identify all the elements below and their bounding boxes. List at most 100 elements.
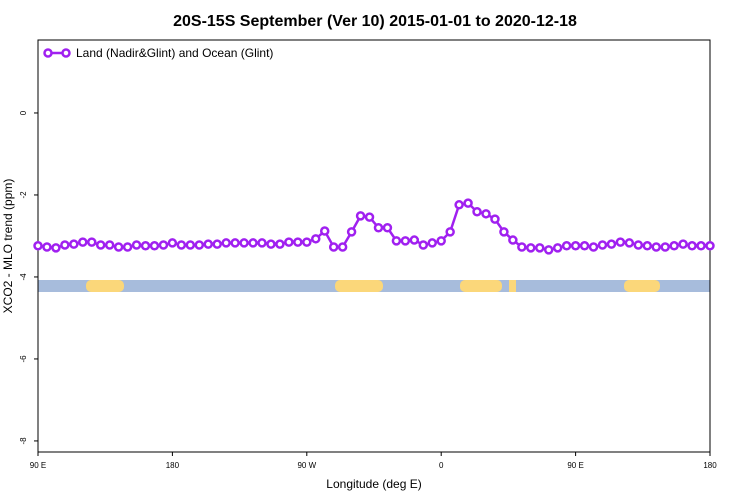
- data-point: [185, 240, 196, 250]
- data-point: [302, 237, 312, 247]
- data-point: [158, 240, 169, 250]
- data-point: [633, 240, 644, 250]
- data-point: [42, 242, 52, 252]
- data-point: [248, 238, 258, 248]
- data-point: [445, 227, 455, 237]
- x-axis-label: Longitude (deg E): [326, 477, 421, 491]
- data-point: [499, 227, 509, 237]
- data-point: [149, 241, 160, 251]
- data-point: [508, 235, 518, 245]
- data-point: [221, 238, 231, 248]
- data-point: [257, 238, 267, 248]
- data-point: [203, 239, 213, 249]
- data-point: [552, 243, 563, 253]
- data-point: [355, 211, 366, 221]
- surface-band: [38, 280, 710, 292]
- data-point: [69, 239, 79, 249]
- data-point: [131, 240, 142, 250]
- data-point: [311, 234, 321, 244]
- data-point: [606, 239, 617, 249]
- data-point: [400, 236, 411, 246]
- data-point: [687, 241, 697, 251]
- data-point: [266, 239, 276, 249]
- data-point: [597, 240, 608, 250]
- data-point: [669, 241, 679, 251]
- y-tick-label: -4: [19, 273, 28, 281]
- data-point: [51, 243, 61, 253]
- land-band: [509, 280, 516, 292]
- data-point: [95, 240, 106, 250]
- y-tick-label: -2: [19, 191, 28, 199]
- data-point: [481, 209, 491, 219]
- data-point: [167, 238, 178, 248]
- y-axis-label: XCO2 - MLO trend (ppm): [1, 179, 15, 314]
- data-point: [78, 237, 88, 247]
- data-point: [293, 237, 303, 247]
- x-tick-label: 0: [439, 461, 444, 470]
- data-point: [436, 236, 446, 246]
- data-point: [535, 243, 545, 253]
- data-point: [337, 242, 348, 252]
- data-point: [194, 240, 205, 250]
- x-tick-label: 90 W: [297, 461, 316, 470]
- data-point: [463, 198, 473, 208]
- data-point: [382, 223, 393, 233]
- data-point: [642, 241, 653, 251]
- x-tick-label: 90 E: [30, 461, 46, 470]
- data-point: [624, 238, 635, 248]
- x-tick-label: 180: [166, 461, 180, 470]
- data-point: [418, 240, 429, 250]
- data-point: [660, 242, 670, 252]
- data-point: [543, 245, 554, 255]
- data-point: [588, 242, 599, 252]
- data-point: [651, 242, 661, 252]
- data-point: [230, 238, 240, 248]
- data-point: [275, 239, 285, 249]
- data-point: [60, 240, 70, 250]
- data-point: [319, 226, 330, 236]
- y-tick-label: -6: [19, 355, 28, 363]
- data-point: [391, 236, 402, 246]
- data-point: [696, 241, 706, 251]
- data-point: [472, 207, 482, 217]
- data-point: [454, 200, 464, 210]
- data-point: [678, 239, 688, 249]
- y-tick-label: -8: [19, 437, 28, 445]
- data-point: [33, 241, 43, 251]
- legend-marker: [43, 48, 53, 58]
- data-point: [140, 241, 151, 251]
- data-point: [104, 240, 115, 250]
- data-point: [239, 238, 249, 248]
- data-point: [517, 242, 527, 252]
- data-point: [579, 241, 590, 251]
- data-point: [113, 242, 124, 252]
- data-point: [346, 227, 357, 237]
- data-point: [122, 242, 133, 252]
- land-band: [335, 280, 383, 292]
- data-point: [427, 238, 437, 248]
- land-band: [460, 280, 502, 292]
- data-point: [212, 239, 222, 249]
- data-point: [490, 214, 500, 224]
- data-point: [373, 223, 384, 233]
- data-point: [615, 237, 626, 247]
- data-point: [526, 243, 536, 253]
- land-band: [86, 280, 124, 292]
- data-point: [570, 241, 581, 251]
- legend-label: Land (Nadir&Glint) and Ocean (Glint): [76, 46, 273, 60]
- y-tick-label: 0: [19, 110, 28, 115]
- land-band: [624, 280, 660, 292]
- data-point: [328, 242, 339, 252]
- legend-marker: [61, 48, 71, 58]
- chart-title: 20S-15S September (Ver 10) 2015-01-01 to…: [173, 13, 577, 30]
- x-tick-label: 180: [703, 461, 717, 470]
- data-point: [409, 235, 420, 245]
- x-tick-label: 90 E: [567, 461, 583, 470]
- data-point: [561, 241, 572, 251]
- data-point: [705, 241, 715, 251]
- data-point: [87, 237, 97, 247]
- data-point: [284, 237, 294, 247]
- data-point: [176, 240, 187, 250]
